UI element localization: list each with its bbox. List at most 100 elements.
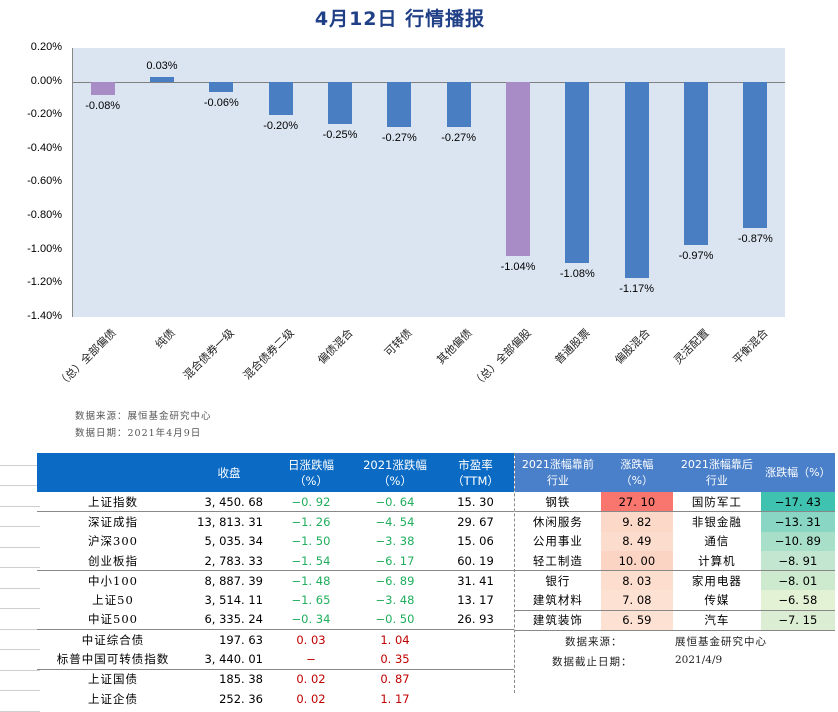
header-unit: （%） [294, 473, 328, 488]
top-industry: 银行 [545, 573, 571, 588]
index-name-header [37, 453, 189, 492]
header-text: 涨跌幅 [620, 457, 654, 471]
ytd-change: −3. 48 [375, 593, 415, 608]
x-axis-label: 可转债 [382, 326, 415, 359]
daily-change: −0. 34 [269, 609, 353, 631]
bottom-industry-change: −7. 15 [760, 610, 835, 632]
pe-value: 26. 93 [437, 609, 514, 631]
close-value: 13, 813. 31 [197, 514, 263, 529]
close-value: 5, 035. 34 [204, 534, 263, 549]
x-axis-label: 混合债券一级 [181, 326, 237, 383]
daily-change: −1. 48 [291, 573, 331, 588]
index-name: 中证综合债 [81, 632, 145, 647]
daily-change: −1. 65 [291, 593, 331, 608]
bottom-industry-change: −8. 91 [760, 550, 835, 572]
ytd-change: 0. 87 [380, 672, 410, 687]
bottom-industry-change: −10. 89 [760, 531, 835, 551]
bottom-industry-change: −17. 43 [760, 492, 835, 513]
header-text: 行业 [705, 473, 728, 487]
bottom-change-header: 涨跌幅（%） [760, 453, 835, 492]
bar-value-label: -0.27% [441, 132, 477, 145]
industry-source-label: 数据来源： [565, 636, 623, 648]
header-unit: （TTM） [452, 473, 499, 488]
bar-value-label: -0.08% [85, 100, 121, 113]
bar-value-label: -1.17% [619, 283, 655, 296]
daily-change: −1. 26 [291, 514, 331, 529]
top-industry: 钢铁 [515, 492, 601, 513]
bar-value-label: -1.08% [559, 268, 595, 281]
bottom-industry: 家用电器 [691, 573, 742, 588]
sheet-gridlines [0, 445, 40, 712]
table-row: 建筑装饰 6. 59 汽车 −7. 15 [515, 610, 835, 632]
daily-change: 0. 02 [296, 691, 326, 706]
header-text: 2021涨跌幅 [363, 457, 427, 472]
daily-change: 0. 03 [296, 632, 326, 647]
index-name: 创业板指 [37, 550, 189, 572]
top-industry-change: 6. 59 [600, 610, 674, 632]
y-tick: -1.40% [27, 309, 62, 322]
pe-value [437, 649, 514, 670]
close-value: 2, 783. 33 [189, 550, 269, 572]
pe-value: 15. 06 [457, 534, 494, 549]
close-value: 3, 514. 11 [204, 593, 263, 608]
ytd-change: −4. 54 [375, 514, 415, 529]
daily-change: 0. 02 [296, 672, 326, 687]
bar [684, 81, 708, 245]
index-name: 上证50 [92, 593, 134, 608]
table-row: 钢铁 27. 10 国防军工 −17. 43 [515, 492, 835, 513]
top-industry-change: 7. 08 [600, 590, 674, 611]
bar [743, 81, 768, 228]
x-axis-label: 偏债混合 [315, 326, 356, 367]
bottom-industry-change: −13. 31 [760, 511, 835, 532]
header-text: 日涨跌幅 [288, 457, 334, 472]
bar [150, 76, 174, 82]
bar-value-label: -0.20% [263, 120, 299, 133]
table-row: 上证企债 252. 36 0. 02 1. 17 [37, 689, 514, 708]
y-tick: -0.60% [27, 175, 62, 188]
table-row: 休闲服务 9. 82 非银金融 −13. 31 [515, 511, 835, 532]
y-tick: 0.00% [30, 74, 62, 87]
table-row: 中证500 6, 335. 24 −0. 34 −0. 50 26. 93 [37, 609, 514, 631]
x-axis-label: 普通股票 [552, 326, 593, 367]
pe-header: 市盈率 （TTM） [437, 453, 514, 492]
bottom-industry-header: 2021涨幅靠后 行业 [673, 453, 761, 492]
bar-value-label: -0.97% [678, 249, 714, 262]
bar [446, 81, 471, 128]
table-row: 标普中国可转债指数 3, 440. 01−0. 35 [37, 649, 514, 670]
pe-value: 15. 30 [437, 492, 514, 513]
table-row: 深证成指 13, 813. 31 −1. 26 −4. 54 29. 67 [37, 512, 514, 532]
header-unit: （%） [378, 473, 412, 488]
index-name: 中小100 [88, 573, 138, 588]
top-industry: 建筑装饰 [515, 610, 601, 632]
bar [268, 81, 293, 116]
top-industry-change: 8. 03 [600, 570, 674, 591]
close-value: 8, 887. 39 [204, 573, 263, 588]
ytd-change: −0. 50 [353, 609, 437, 631]
bottom-industry: 计算机 [673, 550, 761, 572]
top-industry-change: 9. 82 [600, 511, 674, 532]
zero-axis-line [73, 81, 785, 83]
top-industry: 轻工制造 [515, 550, 601, 572]
close-value: 185. 38 [219, 672, 263, 687]
ytd-change: 1. 04 [380, 632, 410, 647]
bar-value-label: 0.03% [146, 59, 178, 72]
index-name: 标普中国可转债指数 [37, 649, 189, 670]
table-row: 中证综合债 197. 63 0. 03 1. 04 [37, 630, 514, 650]
ytd-change: 0. 35 [353, 649, 437, 670]
table-row: 上证国债 185. 38 0. 02 0. 87 [37, 669, 514, 689]
top-change-header: 涨跌幅 （%） [600, 453, 674, 492]
close-value: 3, 450. 68 [189, 492, 269, 513]
bottom-industry: 国防军工 [673, 492, 761, 513]
table-row: 轻工制造 10. 00 计算机 −8. 91 [515, 550, 835, 572]
top-industry-change: 8. 49 [600, 531, 674, 551]
daily-change: −1. 54 [269, 550, 353, 572]
sheet-gridline [834, 0, 838, 440]
table-row: 创业板指 2, 783. 33 −1. 54 −6. 17 60. 19 [37, 550, 514, 572]
bottom-industry: 通信 [704, 534, 730, 549]
x-axis-label: 纯债 [152, 326, 178, 352]
close-value: 6, 335. 24 [189, 609, 269, 631]
y-tick: -1.00% [27, 242, 62, 255]
top-industry-header: 2021涨幅靠前 行业 [515, 453, 601, 492]
index-name: 上证指数 [37, 492, 189, 513]
pe-value: 13. 17 [457, 593, 494, 608]
